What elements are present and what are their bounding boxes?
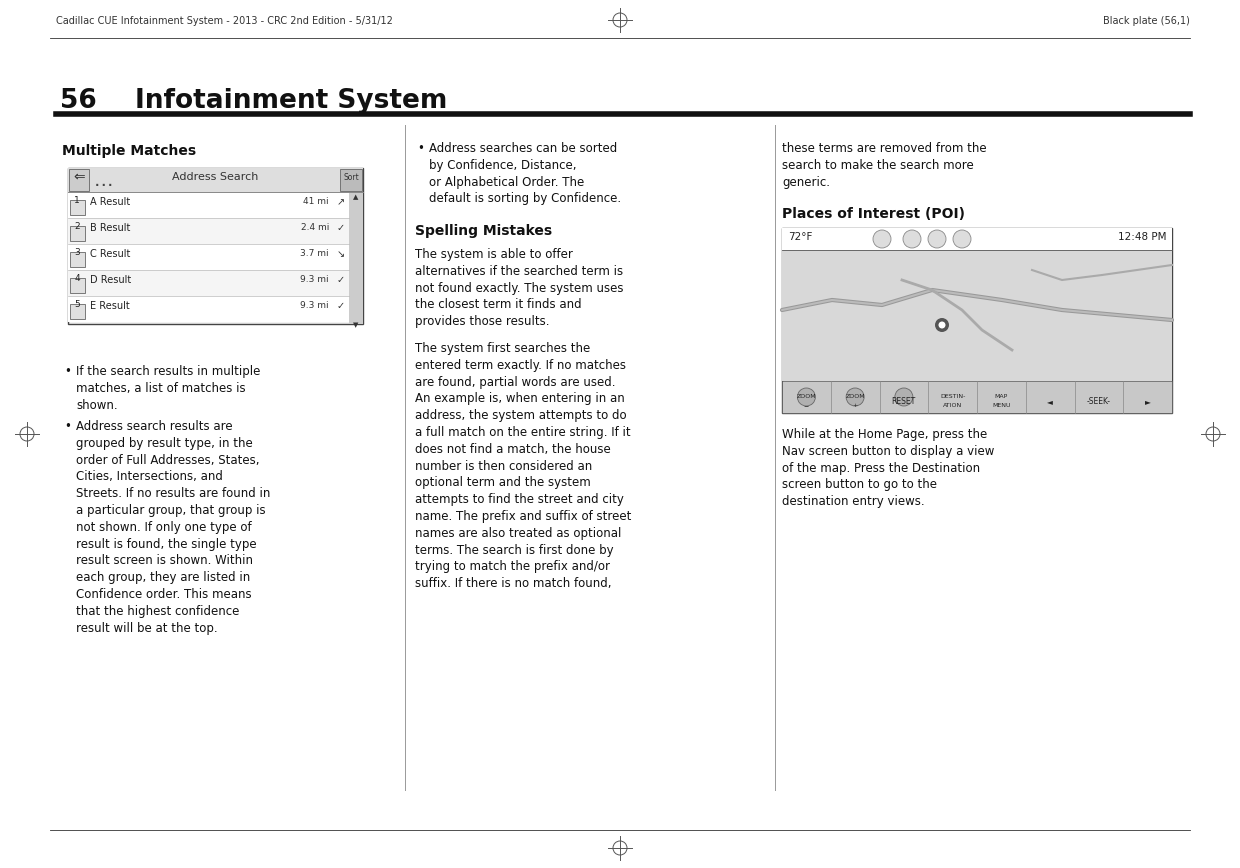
- Bar: [68, 296, 348, 322]
- Text: The system first searches the
entered term exactly. If no matches
are found, par: The system first searches the entered te…: [415, 342, 631, 590]
- Bar: [69, 226, 86, 241]
- Text: 2: 2: [74, 222, 79, 231]
- Circle shape: [846, 388, 864, 406]
- Text: Cadillac CUE Infotainment System - 2013 - CRC 2nd Edition - 5/31/12: Cadillac CUE Infotainment System - 2013 …: [56, 16, 393, 26]
- Bar: [69, 200, 86, 215]
- Bar: [340, 169, 362, 191]
- Text: ▲: ▲: [353, 194, 358, 200]
- Circle shape: [797, 388, 816, 406]
- Bar: [68, 192, 348, 218]
- Bar: [69, 169, 89, 191]
- Text: 72°F: 72°F: [787, 232, 812, 242]
- Text: ✓: ✓: [337, 275, 345, 285]
- Text: Address search results are
grouped by result type, in the
order of Full Addresse: Address search results are grouped by re…: [76, 420, 270, 635]
- Bar: [68, 244, 348, 270]
- Text: B Result: B Result: [91, 223, 130, 233]
- Text: E Result: E Result: [91, 301, 130, 311]
- Text: Spelling Mistakes: Spelling Mistakes: [415, 224, 552, 238]
- Text: 56: 56: [60, 88, 97, 114]
- Text: 1: 1: [74, 196, 79, 205]
- Bar: [69, 304, 86, 319]
- Circle shape: [939, 321, 945, 328]
- Text: C Result: C Result: [91, 249, 130, 259]
- Text: 2.4 mi: 2.4 mi: [300, 223, 329, 232]
- Text: 12:48 PM: 12:48 PM: [1117, 232, 1166, 242]
- Text: ZOOM: ZOOM: [796, 394, 816, 399]
- Text: Address Search: Address Search: [172, 172, 259, 182]
- Text: −: −: [804, 403, 808, 408]
- Text: 4: 4: [74, 274, 79, 283]
- Text: ↘: ↘: [337, 249, 345, 259]
- Circle shape: [895, 388, 913, 406]
- Circle shape: [873, 230, 892, 248]
- Text: ↗: ↗: [337, 197, 345, 207]
- Text: these terms are removed from the
search to make the search more
generic.: these terms are removed from the search …: [782, 142, 987, 188]
- Text: 9.3 mi: 9.3 mi: [300, 275, 329, 284]
- Text: RESET: RESET: [892, 397, 916, 406]
- Text: -SEEK-: -SEEK-: [1087, 397, 1111, 406]
- Bar: [68, 168, 363, 324]
- Text: •: •: [417, 142, 424, 155]
- Bar: [348, 192, 363, 324]
- Text: ◄: ◄: [1048, 397, 1053, 406]
- Text: ✓: ✓: [337, 301, 345, 311]
- Text: While at the Home Page, press the
Nav screen button to display a view
of the map: While at the Home Page, press the Nav sc…: [782, 428, 994, 508]
- Circle shape: [935, 318, 949, 332]
- Text: 41 mi: 41 mi: [304, 197, 329, 206]
- Text: 3.7 mi: 3.7 mi: [300, 249, 329, 258]
- Text: +: +: [853, 403, 858, 408]
- Bar: [68, 270, 348, 296]
- Text: Black plate (56,1): Black plate (56,1): [1104, 16, 1190, 26]
- Circle shape: [954, 230, 971, 248]
- Text: Multiple Matches: Multiple Matches: [62, 144, 196, 158]
- Bar: [782, 228, 1172, 413]
- Circle shape: [903, 230, 921, 248]
- Text: MAP: MAP: [994, 394, 1008, 399]
- Bar: [69, 252, 86, 267]
- Circle shape: [928, 230, 946, 248]
- Text: MENU: MENU: [992, 403, 1011, 408]
- Text: ►: ►: [1145, 397, 1151, 406]
- Bar: [782, 250, 1172, 381]
- Text: ✓: ✓: [337, 223, 345, 233]
- Bar: [782, 381, 1172, 413]
- Text: 9.3 mi: 9.3 mi: [300, 301, 329, 310]
- Text: •: •: [64, 365, 71, 378]
- Text: A Result: A Result: [91, 197, 130, 207]
- Bar: [68, 218, 348, 244]
- Text: Sort: Sort: [343, 173, 358, 182]
- Text: ▼: ▼: [353, 322, 358, 328]
- Text: …: …: [94, 171, 114, 190]
- Text: ⇐: ⇐: [73, 170, 84, 184]
- Bar: [782, 228, 1172, 250]
- Text: 5: 5: [74, 300, 79, 309]
- Text: Infotainment System: Infotainment System: [135, 88, 448, 114]
- Text: •: •: [64, 420, 71, 433]
- Bar: [69, 278, 86, 293]
- Text: Address searches can be sorted
by Confidence, Distance,
or Alphabetical Order. T: Address searches can be sorted by Confid…: [429, 142, 621, 206]
- Text: If the search results in multiple
matches, a list of matches is
shown.: If the search results in multiple matche…: [76, 365, 260, 411]
- Text: ZOOM: ZOOM: [846, 394, 866, 399]
- Text: D Result: D Result: [91, 275, 131, 285]
- Text: 3: 3: [74, 248, 79, 257]
- Text: Places of Interest (POI): Places of Interest (POI): [782, 207, 965, 221]
- Text: ATION: ATION: [942, 403, 962, 408]
- Text: DESTIN-: DESTIN-: [940, 394, 965, 399]
- Bar: [68, 168, 363, 192]
- Text: The system is able to offer
alternatives if the searched term is
not found exact: The system is able to offer alternatives…: [415, 248, 624, 328]
